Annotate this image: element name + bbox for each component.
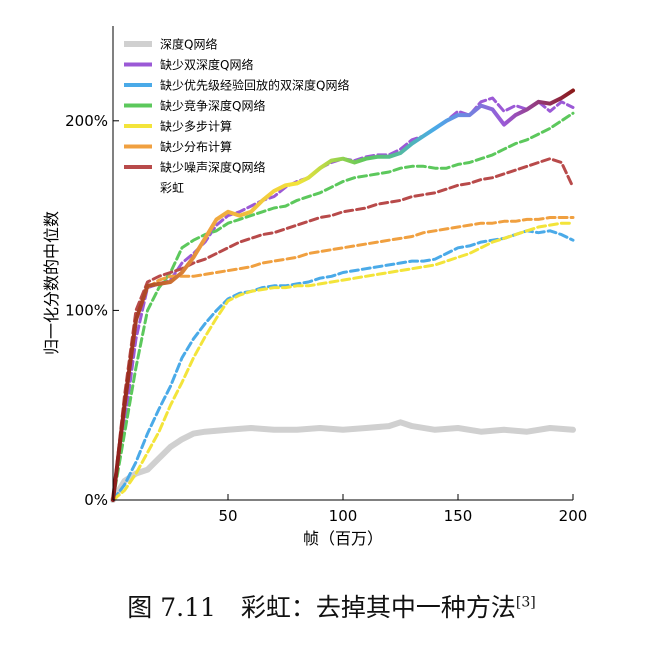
- chart: 50 100 150 200 0% 100% 200% 帧（百万） 归一化分数的中位数 深度Q网…: [42, 26, 587, 548]
- legend-label-6: 缺少噪声深度Q网络: [160, 160, 265, 175]
- series-line-0: [110, 419, 576, 503]
- x-tick-label: 50: [218, 507, 237, 525]
- legend-label-2: 缺少优先级经验回放的双深度Q网络: [160, 78, 349, 93]
- legend-label-3: 缺少竞争深度Q网络: [160, 98, 265, 113]
- x-axis-label: 帧（百万）: [303, 529, 383, 548]
- y-axis-label: 归一化分数的中位数: [42, 211, 61, 355]
- x-tick-label: 100: [329, 507, 358, 525]
- legend-label-7: 彩虹: [160, 181, 184, 195]
- y-tick-label: 200%: [65, 112, 108, 130]
- caption-reference: [3]: [515, 594, 536, 611]
- series-line-6: [111, 157, 575, 502]
- figure-caption: 图 7.11 彩虹：去掉其中一种方法[3]: [0, 588, 663, 624]
- series-line-7: [111, 88, 575, 502]
- x-tick-label: 200: [559, 507, 588, 525]
- series-line-4: [111, 221, 575, 502]
- caption-text: 图 7.11 彩虹：去掉其中一种方法: [127, 593, 516, 622]
- x-tick-label: 150: [444, 507, 473, 525]
- legend-label-4: 缺少多步计算: [160, 119, 232, 134]
- legend-label-1: 缺少双深度Q网络: [160, 57, 253, 72]
- plot-area: [110, 88, 576, 503]
- series-line-5: [111, 216, 575, 502]
- axes: 50 100 150 200 0% 100% 200% 帧（百万） 归一化分数的中位数: [42, 26, 587, 548]
- legend: 深度Q网络缺少双深度Q网络缺少优先级经验回放的双深度Q网络缺少竞争深度Q网络缺少…: [124, 37, 349, 195]
- y-tick-label: 0%: [84, 491, 108, 509]
- legend-label-0: 深度Q网络: [160, 37, 217, 52]
- legend-label-5: 缺少分布计算: [160, 139, 232, 154]
- y-tick-label: 100%: [65, 301, 108, 319]
- series-line-3: [111, 111, 575, 502]
